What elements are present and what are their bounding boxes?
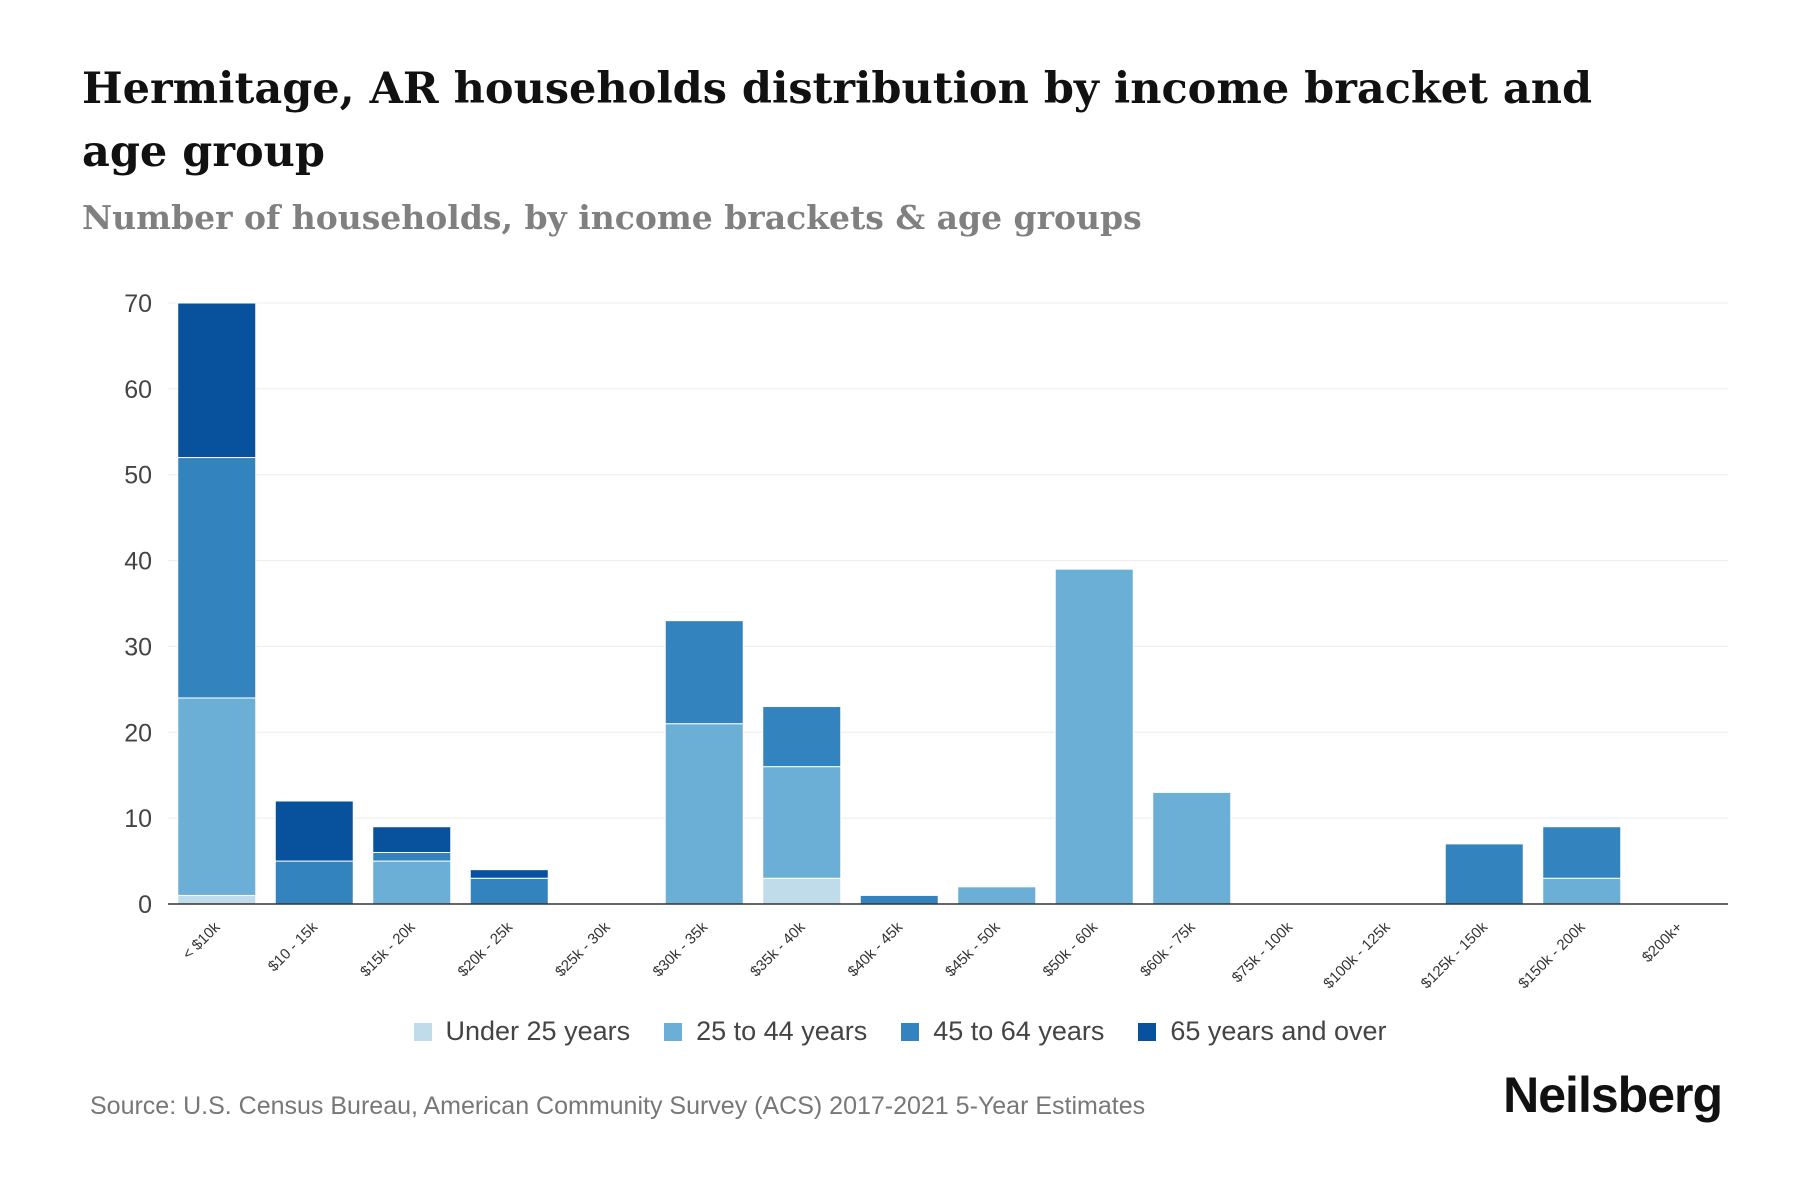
bar-segment xyxy=(1444,843,1524,905)
bar-segment xyxy=(177,697,257,896)
x-tick-label: $45k - 50k xyxy=(942,918,1004,980)
bar-segment xyxy=(372,851,452,862)
gridlines xyxy=(168,302,1728,819)
legend-label-under-25: Under 25 years xyxy=(445,1016,631,1046)
bars xyxy=(177,302,1622,905)
source-note: Source: U.S. Census Bureau, American Com… xyxy=(90,1092,1146,1120)
legend-item-25-44: 25 to 44 years xyxy=(664,1016,867,1047)
x-tick-label: $100k - 125k xyxy=(1320,918,1394,992)
y-tick-label: 40 xyxy=(124,548,152,576)
legend-label-45-64: 45 to 64 years xyxy=(933,1016,1105,1046)
legend: Under 25 years 25 to 44 years 45 to 64 y… xyxy=(0,1016,1800,1047)
bar-segment xyxy=(762,766,842,879)
legend-swatch-25-44 xyxy=(664,1022,683,1041)
legend-label-25-44: 25 to 44 years xyxy=(696,1016,868,1046)
y-tick-label: 10 xyxy=(124,805,152,833)
bar-segment xyxy=(762,706,842,768)
bar-segment xyxy=(859,894,939,905)
legend-item-45-64: 45 to 64 years xyxy=(901,1016,1104,1047)
legend-swatch-under-25 xyxy=(413,1022,432,1041)
y-tick-label: 70 xyxy=(124,290,152,318)
y-tick-label: 50 xyxy=(124,462,152,490)
x-tick-label: $30k - 35k xyxy=(650,918,712,980)
x-tick-label: $40k - 45k xyxy=(845,918,907,980)
bar-segment xyxy=(274,800,354,862)
bar-segment xyxy=(1542,826,1622,879)
bar-segment xyxy=(1152,791,1232,905)
x-tick-label: $10 - 15k xyxy=(265,918,322,975)
chart-title: Hermitage, AR households distribution by… xyxy=(82,64,1593,177)
x-tick-label: $35k - 40k xyxy=(747,918,809,980)
x-tick-label: $25k - 30k xyxy=(552,918,614,980)
bar-segment xyxy=(469,877,549,905)
x-tick-label: $125k - 150k xyxy=(1418,918,1492,992)
x-tick-label: $20k - 25k xyxy=(455,918,517,980)
bar-segment xyxy=(274,860,354,905)
bar-segment xyxy=(372,826,452,853)
x-tick-label: $200k+ xyxy=(1639,919,1686,966)
y-tick-label: 20 xyxy=(124,719,152,747)
x-axis-ticks: < $10k $10 - 15k $15k - 20k $20k - 25k $25k … xyxy=(179,918,1686,992)
y-tick-label: 60 xyxy=(124,376,152,404)
bar-segment xyxy=(762,877,842,905)
x-tick-label: $60k - 75k xyxy=(1137,918,1199,980)
x-tick-label: $50k - 60k xyxy=(1040,918,1102,980)
bar-segment xyxy=(372,860,452,905)
chart-subtitle: Number of households, by income brackets… xyxy=(82,198,1142,237)
bar-segment xyxy=(177,457,257,699)
x-tick-label: < $10k xyxy=(179,918,224,963)
legend-swatch-65-plus xyxy=(1138,1022,1157,1041)
bar-segment xyxy=(1542,877,1622,905)
bar-segment xyxy=(177,302,257,459)
y-tick-label: 0 xyxy=(138,891,152,919)
bar-segment xyxy=(469,869,549,879)
x-tick-label: $15k - 20k xyxy=(357,918,419,980)
x-tick-label: $75k - 100k xyxy=(1229,918,1297,986)
y-tick-label: 30 xyxy=(124,633,152,661)
bar-segment xyxy=(664,723,744,905)
legend-item-under-25: Under 25 years xyxy=(413,1016,631,1047)
legend-label-65-plus: 65 years and over xyxy=(1170,1016,1387,1046)
x-tick-label: $150k - 200k xyxy=(1515,918,1589,992)
bar-segment xyxy=(177,894,257,905)
bar-segment xyxy=(664,620,744,725)
legend-swatch-45-64 xyxy=(901,1022,920,1041)
bar-segment xyxy=(957,886,1037,905)
bar-segment xyxy=(1054,568,1134,905)
brand-logo: Neilsberg xyxy=(1503,1067,1723,1123)
y-axis-ticks: 0 10 20 30 40 50 60 70 xyxy=(124,290,152,919)
legend-item-65-plus: 65 years and over xyxy=(1138,1016,1387,1047)
